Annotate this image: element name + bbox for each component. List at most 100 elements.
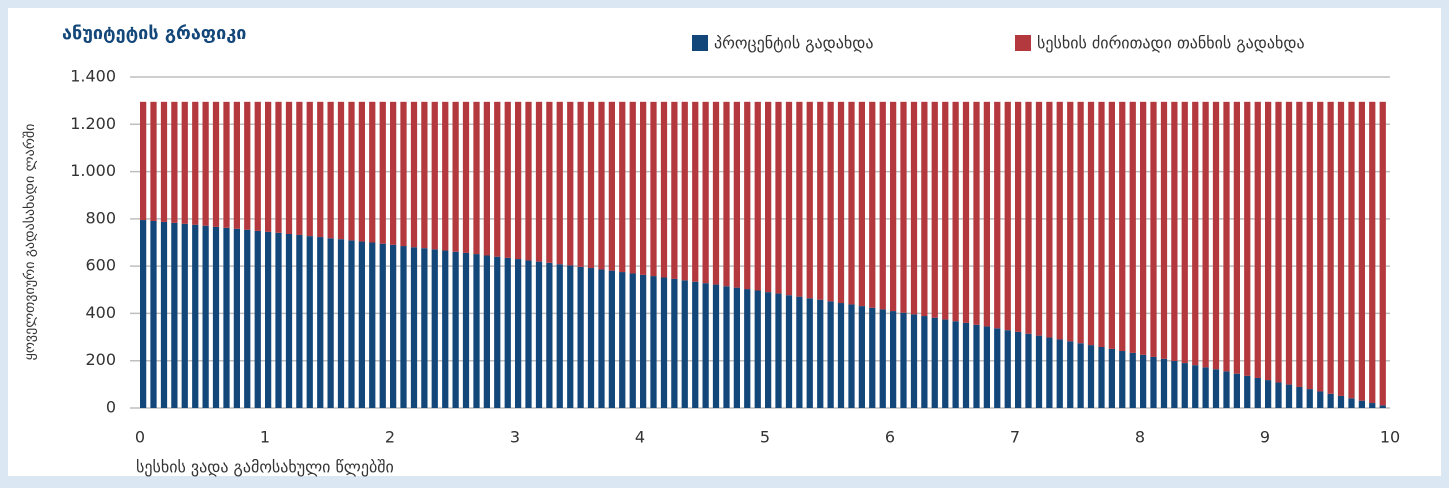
- bar-segment: [525, 101, 532, 261]
- bar-segment: [962, 322, 970, 408]
- bar-segment: [900, 312, 907, 408]
- bar-segment: [692, 101, 699, 282]
- bar-segment: [160, 101, 168, 222]
- legend-label: პროცენტის გადახდა: [714, 34, 873, 53]
- x-tick-label: 9: [1260, 428, 1270, 447]
- bar-segment: [827, 101, 834, 302]
- bar-segment: [1317, 391, 1324, 408]
- y-tick-label: 0: [106, 398, 116, 417]
- bar-segment: [254, 230, 261, 408]
- bar-segment: [1067, 341, 1074, 408]
- x-tick-label: 4: [635, 428, 645, 447]
- bar-segment: [223, 227, 230, 408]
- bar-segment: [369, 242, 376, 408]
- bar-segment: [785, 101, 793, 296]
- bar-segment: [869, 307, 876, 408]
- bar-segment: [535, 101, 543, 262]
- bar-segment: [910, 101, 918, 315]
- bar-segment: [1046, 337, 1053, 408]
- bar-segment: [265, 101, 272, 232]
- y-tick-label: 400: [85, 303, 116, 322]
- bar-segment: [296, 101, 303, 235]
- bar-segment: [1129, 101, 1136, 353]
- bar-segment: [525, 260, 532, 408]
- bar-segment: [640, 274, 647, 408]
- bar-segment: [1087, 101, 1095, 346]
- bar-segment: [983, 326, 990, 408]
- bar-segment: [702, 283, 709, 408]
- bar-segment: [244, 229, 251, 408]
- bar-segment: [775, 101, 782, 294]
- bar-segment: [421, 248, 428, 408]
- bar-segment: [1306, 389, 1313, 408]
- bar-segment: [1077, 101, 1084, 344]
- bar-segment: [1067, 101, 1074, 342]
- bar-segment: [806, 101, 813, 299]
- bar-segment: [515, 101, 522, 260]
- bar-segment: [765, 292, 772, 408]
- bar-segment: [1160, 101, 1168, 359]
- bar-segment: [379, 101, 386, 244]
- bar-segment: [1348, 398, 1355, 408]
- bar-segment: [567, 101, 574, 266]
- bar-segment: [1181, 363, 1188, 408]
- bar-segment: [483, 101, 490, 256]
- bar-segment: [1181, 101, 1188, 364]
- bar-segment: [306, 236, 313, 408]
- bar-segment: [1265, 380, 1272, 408]
- bar-segment: [733, 287, 740, 408]
- bar-segment: [744, 289, 751, 408]
- bar-segment: [681, 101, 688, 281]
- bar-segment: [1212, 369, 1220, 408]
- bar-segment: [890, 311, 897, 408]
- y-axis-label: ყოველთვიური გადასახადი ლარში: [21, 124, 38, 361]
- bar-segment: [317, 237, 324, 408]
- x-tick-label: 6: [885, 428, 895, 447]
- bar-segment: [1140, 101, 1147, 355]
- bar-segment: [317, 101, 324, 238]
- bar-segment: [973, 324, 980, 408]
- bar-segment: [827, 301, 834, 408]
- bar-segment: [1296, 101, 1303, 387]
- bar-segment: [796, 296, 803, 408]
- bar-segment: [1119, 101, 1126, 352]
- bar-segment: [233, 101, 240, 229]
- bar-segment: [650, 276, 657, 408]
- bar-segment: [608, 101, 615, 271]
- bar-segment: [754, 101, 761, 291]
- bar-segment: [452, 251, 459, 408]
- bar-segment: [369, 101, 376, 243]
- bar-segment: [858, 306, 865, 408]
- bar-segment: [494, 101, 501, 257]
- legend-swatch: [1015, 35, 1031, 51]
- bar-segment: [1233, 373, 1240, 408]
- bar-segment: [535, 261, 543, 408]
- bar-segment: [442, 250, 449, 408]
- bar-segment: [254, 101, 261, 231]
- bar-segment: [504, 101, 511, 258]
- bar-segment: [1098, 347, 1105, 408]
- bar-segment: [390, 101, 397, 245]
- x-tick-label: 1: [260, 428, 270, 447]
- bar-segment: [817, 101, 824, 300]
- bar-segment: [1108, 348, 1115, 408]
- bar-segment: [640, 101, 647, 275]
- bar-segment: [1265, 101, 1272, 381]
- bar-segment: [1015, 331, 1022, 408]
- bar-segment: [1035, 335, 1043, 408]
- bar-segment: [1025, 333, 1032, 408]
- y-tick-label: 1.000: [70, 161, 116, 180]
- bar-segment: [400, 101, 407, 247]
- bar-segment: [1202, 101, 1209, 368]
- bar-segment: [1327, 101, 1334, 394]
- bar-segment: [775, 293, 782, 408]
- x-tick-label: 5: [760, 428, 770, 447]
- bar-segment: [233, 228, 240, 408]
- bar-segment: [910, 314, 918, 408]
- y-tick-label: 1.200: [70, 114, 116, 133]
- bar-segment: [650, 101, 657, 277]
- bar-segment: [1296, 386, 1303, 408]
- bar-segment: [879, 309, 886, 408]
- bar-segment: [483, 255, 490, 408]
- bar-segment: [869, 101, 876, 308]
